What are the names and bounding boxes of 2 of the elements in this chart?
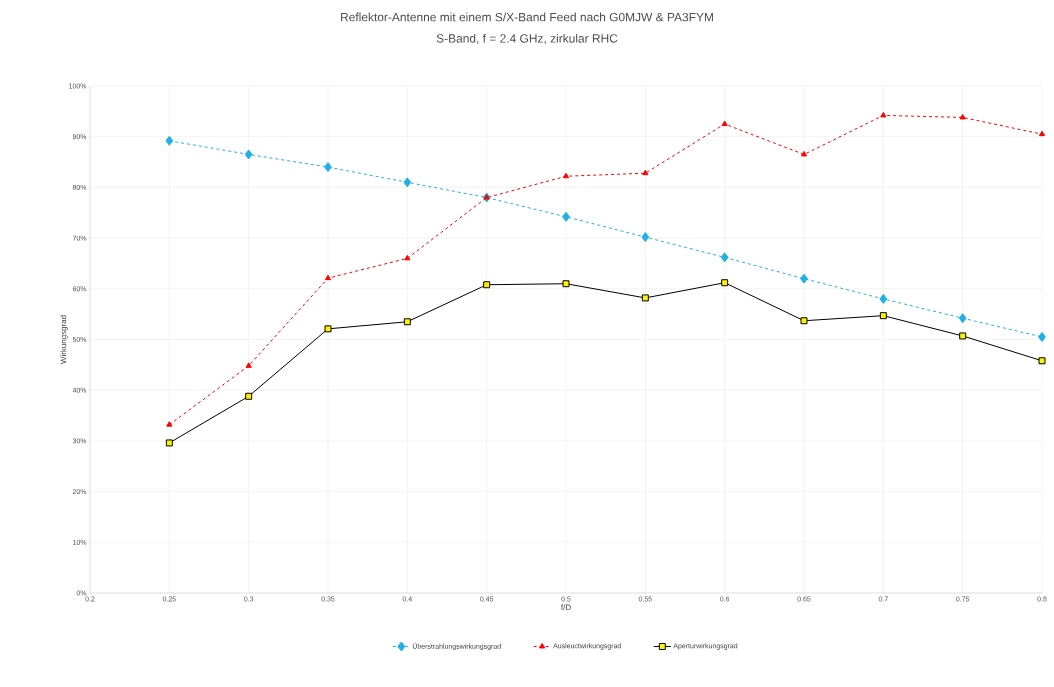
chart-title: Reflektor-Antenne mit einem S/X-Band Feed nach G0MJW & PA3FYM <box>341 12 713 22</box>
chart-subtitle: S-Band, f = 2.4 GHz, zirkular RHC <box>436 33 618 45</box>
